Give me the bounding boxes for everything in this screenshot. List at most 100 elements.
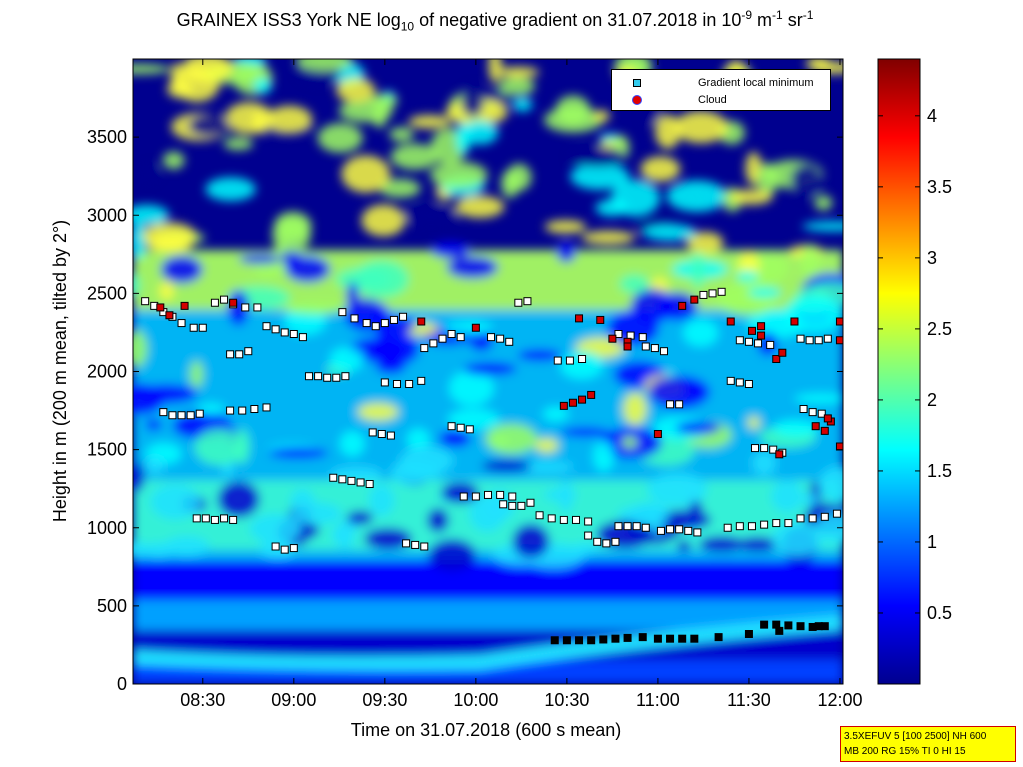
heat-blob [448, 369, 495, 407]
cloud-marker [726, 317, 735, 326]
heat-blob [756, 162, 778, 196]
cloud-marker [623, 342, 632, 351]
cloud-marker [653, 430, 662, 438]
heat-blob [346, 282, 359, 310]
heat-blob [676, 540, 692, 553]
gradient-minimum-marker [547, 514, 556, 523]
heat-blob [455, 195, 505, 218]
cloud-marker [778, 348, 787, 357]
heat-blob [654, 114, 681, 149]
cloud-marker [568, 398, 577, 407]
heat-blob [346, 510, 374, 526]
y-tick-label: 1500 [87, 440, 127, 460]
gradient-minimum-marker [456, 423, 465, 432]
x-axis-label: Time on 31.07.2018 (600 s mean) [351, 720, 622, 740]
heat-blob [144, 457, 165, 474]
x-tick-label: 11:00 [636, 690, 680, 710]
gradient-minimum-marker [526, 498, 535, 507]
heat-blob [205, 177, 256, 202]
gradient-minimum-marker [744, 380, 753, 388]
gradient-minimum-marker [760, 520, 769, 529]
heat-blob [657, 509, 712, 530]
heat-blob [406, 428, 431, 451]
gradient-minimum-marker [438, 334, 447, 343]
heat-blob [485, 423, 538, 454]
gradient-minimum-marker [599, 635, 608, 644]
heat-blob [752, 451, 777, 476]
heat-blob [253, 262, 281, 278]
gradient-minimum-marker [365, 480, 374, 488]
legend-item-cloud: Cloud [622, 92, 727, 108]
gradient-minimum-marker [653, 634, 662, 643]
cloud-marker [587, 390, 596, 399]
gradient-minimum-marker [189, 323, 198, 332]
heat-blob [691, 251, 705, 289]
cloud-marker [790, 317, 799, 326]
heat-blob [619, 274, 650, 294]
heat-blob [556, 241, 576, 263]
heat-blob [194, 428, 245, 466]
gradient-minimum-marker [229, 515, 238, 524]
gradient-minimum-marker [198, 323, 207, 332]
gradient-minimum-marker [177, 411, 186, 420]
cloud-marker [747, 326, 756, 335]
gradient-minimum-marker [808, 408, 817, 417]
cloud-marker [811, 422, 820, 431]
gradient-minimum-marker [678, 634, 687, 643]
gradient-minimum-marker [614, 522, 623, 531]
heat-blob [408, 114, 451, 129]
heat-blob [512, 97, 533, 112]
gradient-minimum-marker [380, 378, 389, 387]
gradient-minimum-marker [405, 380, 414, 388]
gradient-minimum-marker [220, 295, 229, 304]
gradient-minimum-marker [638, 633, 647, 642]
gradient-minimum-marker [562, 636, 571, 645]
gradient-minimum-marker [684, 526, 693, 535]
gradient-minimum-marker [350, 314, 359, 323]
cloud-marker [835, 317, 843, 326]
gradient-minimum-marker [362, 319, 371, 328]
heat-blob [438, 429, 472, 448]
heat-blob [133, 330, 148, 368]
heat-blob [628, 502, 670, 527]
colorbar-tick-label: 1 [927, 532, 937, 552]
heat-blob [339, 430, 365, 457]
gradient-minimum-marker [459, 492, 468, 501]
cloud-marker [678, 301, 687, 310]
gradient-minimum-marker [602, 539, 611, 548]
cloud-marker [559, 401, 568, 410]
heat-blob [569, 147, 627, 168]
gradient-minimum-marker [690, 634, 699, 643]
colorbar-tick-label: 4 [927, 106, 937, 126]
gradient-minimum-marker [487, 333, 496, 342]
colorbar-tick-label: 2 [927, 390, 937, 410]
cloud-marker [835, 336, 843, 345]
gradient-minimum-marker [332, 373, 341, 382]
heat-blob [595, 199, 628, 217]
gradient-minimum-marker [168, 411, 177, 420]
colorbar-tick-label: 0.5 [927, 603, 952, 623]
gradient-minimum-marker [235, 350, 244, 359]
gradient-minimum-marker [496, 334, 505, 343]
gradient-minimum-marker [805, 336, 814, 345]
cloud-marker [578, 395, 587, 404]
info-line-2: MB 200 RG 15% TI 0 HI 15 [844, 746, 966, 757]
gradient-minimum-marker [550, 636, 559, 645]
heat-blob [150, 484, 201, 520]
heat-blob [224, 102, 274, 135]
gradient-minimum-marker [338, 475, 347, 484]
heat-blob [428, 539, 477, 571]
heat-blob [160, 255, 203, 284]
gradient-minimum-marker [392, 380, 401, 388]
marker-layer [141, 287, 843, 645]
gradient-minimum-marker [226, 406, 235, 415]
x-tick-label: 10:30 [544, 690, 589, 710]
gradient-minimum-marker [726, 376, 735, 385]
gradient-minimum-marker [735, 378, 744, 387]
heat-blob [162, 151, 185, 170]
gradient-minimum-marker [641, 523, 650, 532]
gradient-minimum-marker [641, 342, 650, 351]
heat-blob [133, 273, 140, 298]
heat-blob [736, 270, 759, 282]
heat-blob [560, 426, 610, 438]
